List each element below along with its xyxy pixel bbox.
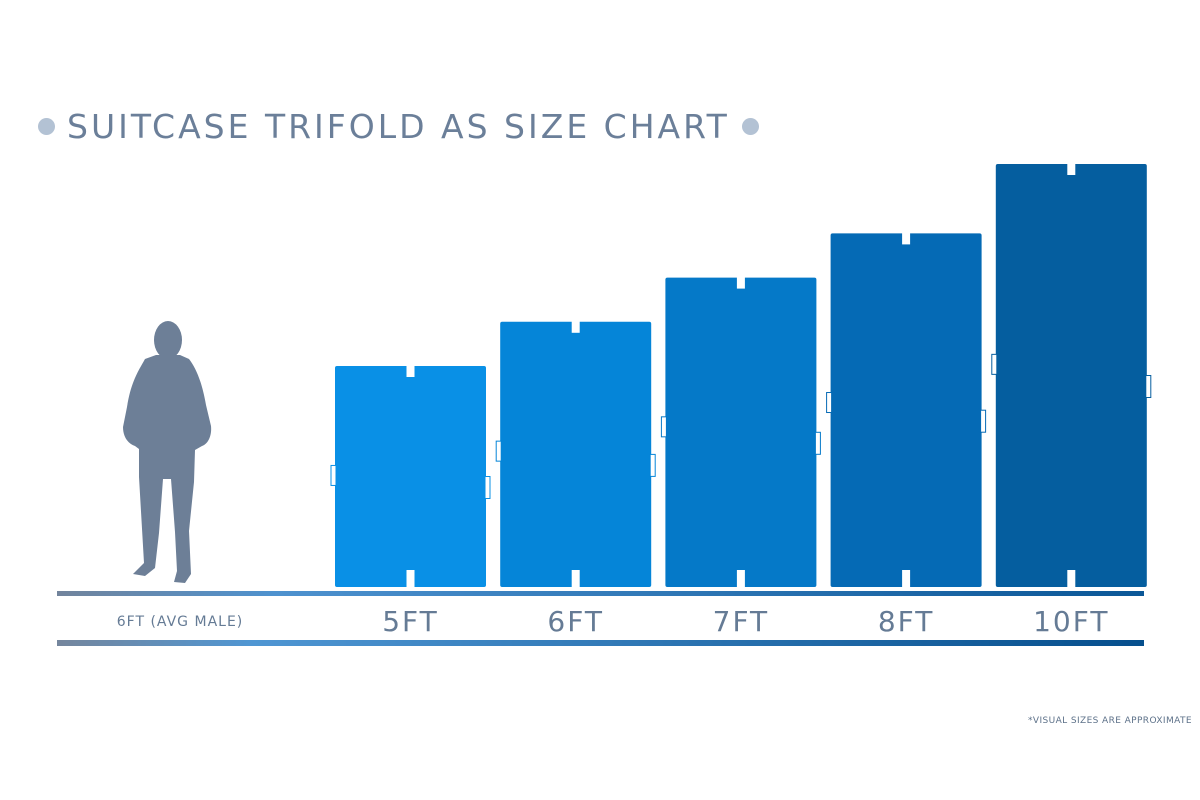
bar-body	[335, 366, 486, 587]
tick-label-7ft: 7FT	[713, 605, 770, 638]
bar-left-handle	[330, 464, 337, 486]
bar-left-handle	[495, 440, 502, 462]
bar-bottom-notch	[902, 570, 911, 588]
footnote: *VISUAL SIZES ARE APPROXIMATE	[1028, 716, 1192, 726]
bar-top-notch	[902, 232, 911, 245]
bars-group	[330, 163, 1152, 588]
person-head	[154, 321, 182, 359]
reference-label: 6FT (AVG MALE)	[117, 614, 244, 630]
bar-body	[665, 277, 817, 587]
bottom-rule-bar	[57, 640, 1144, 646]
bar-8ft	[826, 232, 987, 588]
bar-body	[995, 164, 1147, 587]
bar-top-notch	[571, 320, 580, 333]
bar-bottom-notch	[736, 570, 745, 588]
bar-bottom-notch	[406, 570, 415, 588]
bar-right-handle	[980, 409, 987, 433]
baseline-group	[57, 591, 1144, 646]
bar-bottom-notch	[571, 570, 580, 588]
chart-title: SUITCASE TRIFOLD AS SIZE CHART	[67, 106, 730, 146]
title-right-dot	[741, 117, 759, 135]
bar-left-handle	[826, 392, 833, 414]
bar-top-notch	[736, 276, 745, 289]
person-group	[123, 321, 212, 583]
baseline-bar	[57, 591, 1144, 596]
bar-right-handle	[649, 453, 656, 477]
tick-label-10ft: 10FT	[1033, 605, 1109, 638]
chart-title-group: SUITCASE TRIFOLD AS SIZE CHART	[38, 104, 759, 148]
bar-right-handle	[484, 476, 491, 499]
tick-label-8ft: 8FT	[878, 605, 935, 638]
bar-7ft	[660, 276, 821, 588]
bar-top-notch	[406, 365, 415, 377]
bar-body	[500, 321, 652, 587]
person-body	[123, 355, 212, 583]
bar-left-handle	[991, 353, 998, 375]
bar-body	[830, 233, 982, 587]
bar-10ft	[991, 163, 1152, 588]
bar-top-notch	[1067, 163, 1076, 175]
person-silhouette	[123, 321, 212, 583]
bar-5ft	[330, 365, 491, 588]
tick-label-6ft: 6FT	[547, 605, 604, 638]
labels-group: 5FT 6FT 7FT 8FT 10FT 6FT (AVG MALE)	[117, 605, 1109, 638]
bar-bottom-notch	[1067, 570, 1076, 588]
bar-6ft	[495, 320, 656, 588]
bar-right-handle	[814, 431, 821, 455]
tick-label-5ft: 5FT	[382, 605, 439, 638]
bar-right-handle	[1145, 375, 1152, 398]
title-left-dot	[38, 117, 55, 135]
bar-left-handle	[660, 416, 667, 438]
